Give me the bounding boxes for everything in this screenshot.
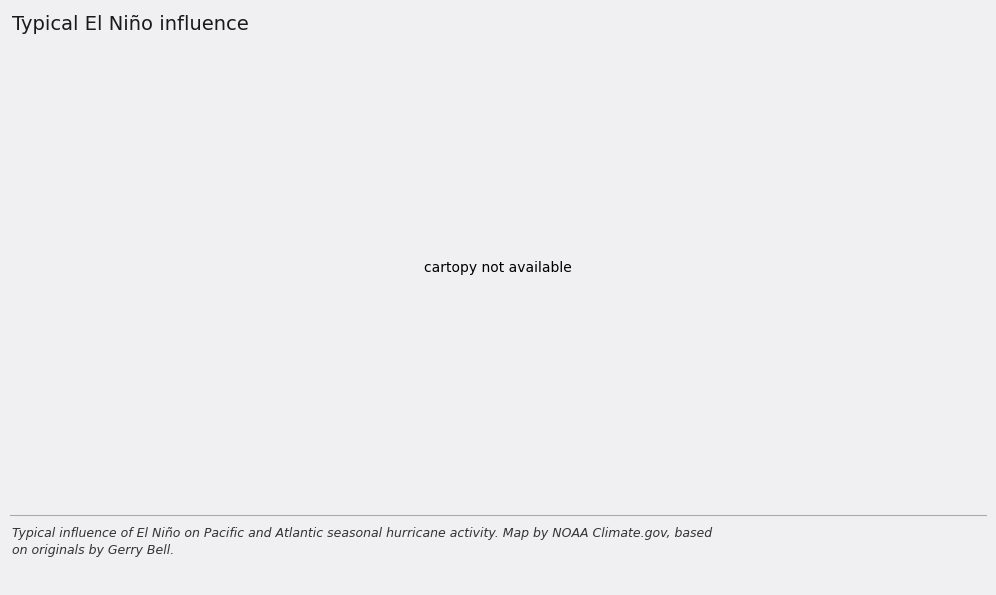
Text: cartopy not available: cartopy not available [424, 261, 572, 275]
Text: Typical influence of El Niño on Pacific and Atlantic seasonal hurricane activity: Typical influence of El Niño on Pacific … [12, 527, 712, 556]
Text: Typical El Niño influence: Typical El Niño influence [12, 15, 249, 34]
